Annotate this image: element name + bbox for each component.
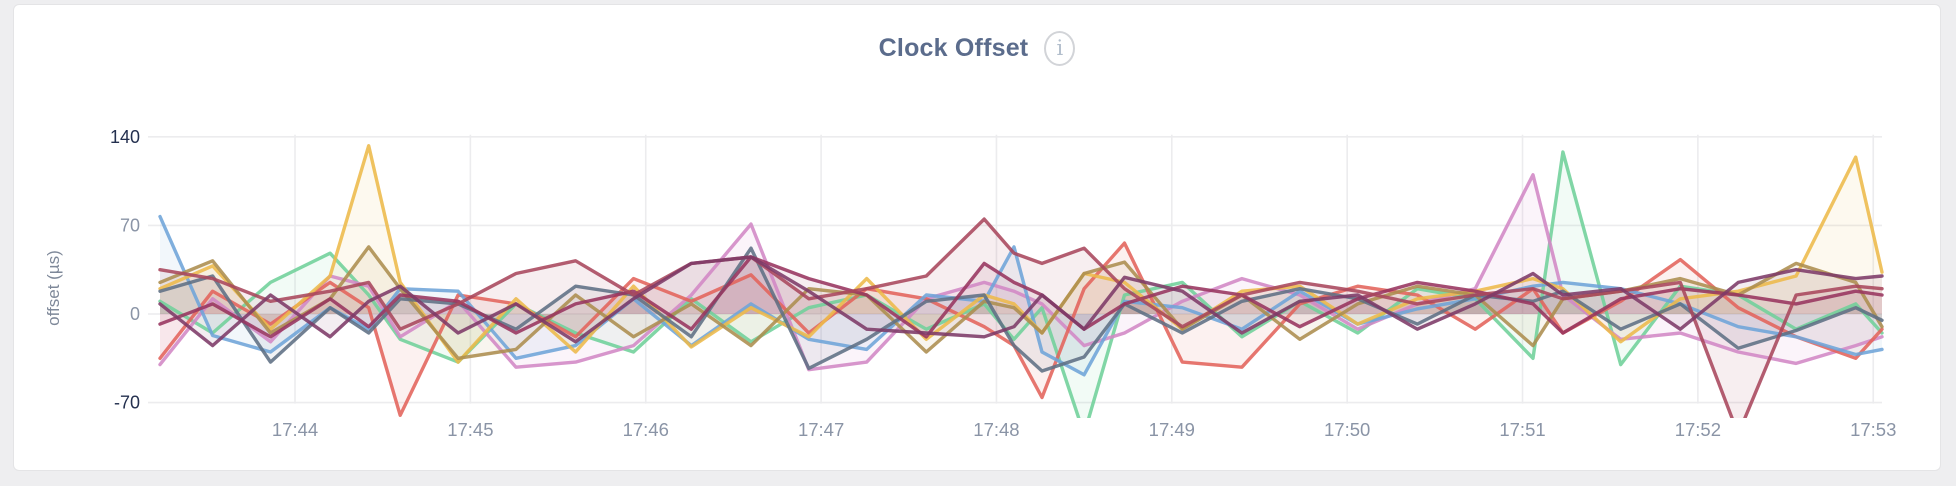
x-tick-label: 17:48 (973, 419, 1019, 440)
clock-offset-chart-card: Clock Offset i offset (µs) (13, 4, 1941, 471)
x-tick-label: 17:51 (1499, 419, 1545, 440)
info-icon[interactable]: i (1044, 31, 1076, 66)
x-tick-label: 17:49 (1149, 419, 1195, 440)
x-tick-label: 17:44 (272, 419, 318, 440)
x-tick-label: 17:52 (1675, 419, 1721, 440)
y-tick-label: 0 (130, 304, 140, 324)
y-tick-label: 70 (120, 215, 140, 235)
series-mint-line (158, 150, 1884, 418)
series-maroon-line (158, 217, 1884, 418)
y-tick-label: -70 (114, 393, 140, 413)
x-tick-label: 17:50 (1324, 419, 1370, 440)
series-maroon-area (160, 219, 1882, 418)
series-plum-line (158, 255, 1884, 348)
chart-title: Clock Offset (878, 34, 1029, 62)
y-tick-label: 140 (110, 127, 140, 147)
series-wine-area (160, 257, 1882, 337)
series-blue-line (158, 214, 1884, 377)
info-icon-glyph: i (1056, 36, 1064, 60)
x-tick-label: 17:45 (447, 419, 493, 440)
series-wine-line (158, 255, 1884, 339)
x-tick-label: 17:47 (798, 419, 844, 440)
x-tick-label: 17:46 (623, 419, 669, 440)
series-slate-line (158, 246, 1884, 373)
x-tick-label: 17:53 (1850, 419, 1896, 440)
chart-header: Clock Offset i (14, 31, 1940, 66)
